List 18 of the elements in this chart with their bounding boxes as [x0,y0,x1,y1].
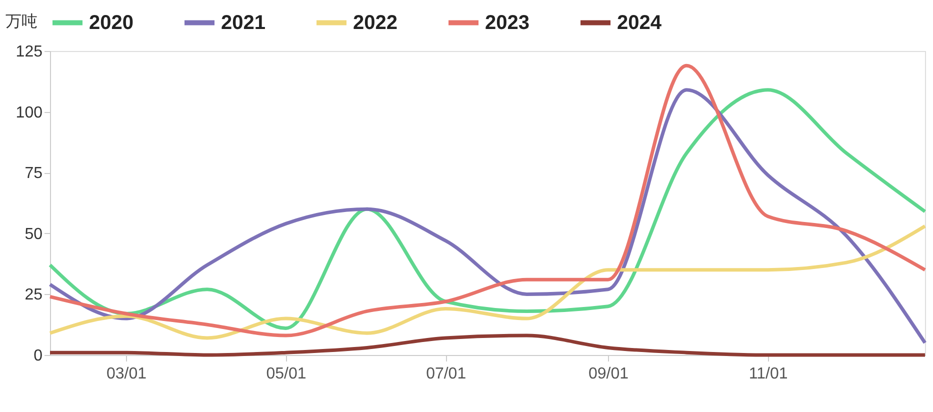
x-tick-label: 09/01 [588,366,629,382]
y-tick-label: 25 [24,286,43,304]
y-tick-label: 50 [24,226,43,243]
y-tick-label: 125 [16,44,43,60]
line-series [48,224,927,340]
x-tick-label: 11/01 [748,366,788,382]
legend-label: 2021 [221,12,266,34]
legend-label: 2020 [89,12,134,34]
x-tick-label: 07/01 [426,366,466,382]
legend-label: 2024 [617,12,662,34]
y-tick-label: 0 [34,348,43,364]
legend-label: 2022 [353,12,398,34]
legend-label: 2023 [485,12,530,34]
y-tick-label: 75 [24,165,43,182]
y-axis-title: 万吨 [6,12,38,30]
y-tick-label: 100 [16,104,43,122]
x-tick-label: 05/01 [266,366,306,382]
x-tick-label: 03/01 [106,366,147,382]
